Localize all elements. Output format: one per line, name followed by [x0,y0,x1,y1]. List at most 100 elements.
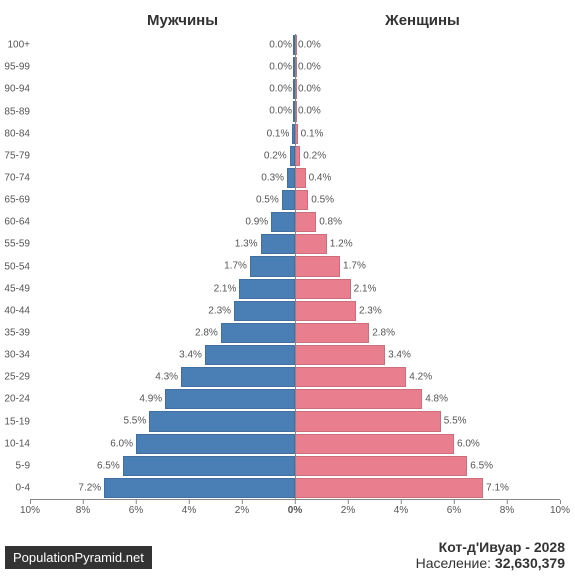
x-tick: 4% [182,500,196,516]
female-pct-label: 0.0% [295,106,321,117]
female-pct-label: 2.8% [369,327,395,338]
y-tick: 95-99 [4,62,30,73]
y-tick: 80-84 [4,128,30,139]
x-tick: 2% [235,500,249,516]
female-bar [295,190,308,210]
male-bar [104,478,295,498]
country-year: Кот-д'Ивуар - 2028 [416,539,565,555]
male-bar [234,301,295,321]
y-tick: 50-54 [4,261,30,272]
female-pct-label: 6.5% [467,460,493,471]
population-label: Население: [416,555,491,571]
x-tick: 10% [550,500,570,516]
female-bar [295,411,441,431]
female-pct-label: 6.0% [454,438,480,449]
female-bar [295,301,356,321]
male-pct-label: 0.0% [269,84,295,95]
y-tick: 85-89 [4,106,30,117]
male-bar [136,434,295,454]
female-bar [295,323,369,343]
female-bar [295,168,306,188]
male-bar [282,190,295,210]
male-bar [261,234,295,254]
female-pct-label: 0.0% [295,62,321,73]
chart-meta: Кот-д'Ивуар - 2028 Население: 32,630,379 [416,539,565,571]
male-bar [271,212,295,232]
x-tick: 4% [394,500,408,516]
female-header: Женщины [295,12,560,29]
x-tick: 2% [341,500,355,516]
female-bar [295,212,316,232]
female-pct-label: 1.2% [327,239,353,250]
female-pct-label: 4.8% [422,394,448,405]
male-header: Мужчины [30,12,295,29]
female-pct-label: 0.4% [306,172,332,183]
y-tick: 35-39 [4,327,30,338]
x-tick: 6% [129,500,143,516]
male-pct-label: 2.8% [195,327,221,338]
male-bar [123,456,295,476]
x-tick: 10% [20,500,40,516]
male-pct-label: 0.3% [261,172,287,183]
female-bar [295,367,406,387]
y-tick: 25-29 [4,372,30,383]
female-pct-label: 0.0% [295,84,321,95]
y-tick: 70-74 [4,172,30,183]
male-bar [250,256,295,276]
female-pct-label: 2.3% [356,305,382,316]
male-pct-label: 4.3% [155,372,181,383]
female-bar [295,234,327,254]
female-pct-label: 5.5% [441,416,467,427]
y-tick: 0-4 [16,482,30,493]
male-pct-label: 0.9% [245,217,271,228]
male-pct-label: 2.1% [214,283,240,294]
female-bar [295,345,385,365]
male-pct-label: 7.2% [78,482,104,493]
male-pct-label: 5.5% [123,416,149,427]
population-value: 32,630,379 [495,555,565,571]
male-pct-label: 1.7% [224,261,250,272]
male-pct-label: 4.9% [139,394,165,405]
female-pct-label: 0.0% [295,40,321,51]
y-tick: 40-44 [4,305,30,316]
male-pct-label: 0.0% [269,62,295,73]
female-pct-label: 0.5% [308,195,334,206]
female-bar [295,456,467,476]
y-tick: 90-94 [4,84,30,95]
y-tick: 10-14 [4,438,30,449]
y-tick: 65-69 [4,195,30,206]
chart-headers: Мужчины Женщины [30,10,560,30]
female-pct-label: 0.2% [300,150,326,161]
male-bar [149,411,295,431]
x-axis: 10%8%6%4%2%0%2%4%6%8%10% [30,499,560,519]
female-pct-label: 0.8% [316,217,342,228]
y-tick: 45-49 [4,283,30,294]
x-tick: 0% [288,500,302,516]
x-tick: 8% [500,500,514,516]
y-tick: 20-24 [4,394,30,405]
male-pct-label: 6.0% [110,438,136,449]
x-tick: 6% [447,500,461,516]
y-tick: 30-34 [4,350,30,361]
x-tick: 8% [76,500,90,516]
y-tick: 75-79 [4,150,30,161]
population-line: Население: 32,630,379 [416,555,565,571]
male-pct-label: 0.5% [256,195,282,206]
male-pct-label: 1.3% [235,239,261,250]
y-tick: 55-59 [4,239,30,250]
male-bar [239,279,295,299]
female-pct-label: 7.1% [483,482,509,493]
y-tick: 5-9 [16,460,30,471]
male-bar [221,323,295,343]
male-pct-label: 0.0% [269,106,295,117]
female-pct-label: 4.2% [406,372,432,383]
y-axis: 100+95-9990-9485-8980-8475-7970-7465-696… [2,34,32,499]
center-axis [295,34,296,499]
female-bar [295,434,454,454]
male-bar [181,367,295,387]
y-tick: 60-64 [4,217,30,228]
female-bar [295,478,483,498]
pyramid-chart: Мужчины Женщины 100+95-9990-9485-8980-84… [30,10,560,515]
male-pct-label: 3.4% [179,350,205,361]
female-pct-label: 3.4% [385,350,411,361]
